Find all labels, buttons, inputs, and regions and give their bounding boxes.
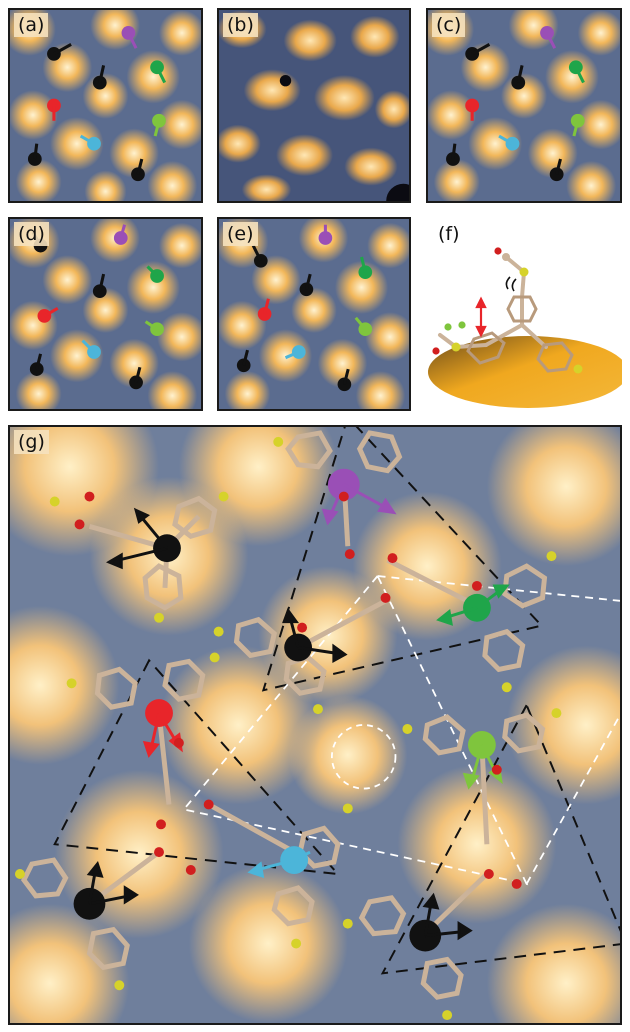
panel-label-f: (f): [438, 223, 460, 245]
panel-label-b: (b): [223, 13, 258, 37]
molecule-model-icon: [66, 652, 220, 805]
panel-label-e: (e): [223, 222, 258, 246]
panel-label-g: (g): [14, 430, 49, 454]
rotor-arrow-icon: [446, 26, 585, 182]
rotation-arrow-icon: [505, 276, 517, 292]
vacancy-circle: [330, 724, 397, 790]
molecule-model-icon: [49, 491, 229, 623]
molecule-model-icon: [273, 430, 403, 560]
stm-panel-e: (e): [217, 217, 411, 411]
stm-panel-d: (d): [8, 217, 203, 411]
stm-image-a: [10, 10, 201, 201]
rotor-arrow-icon: [236, 224, 373, 392]
lattice-triangle-white: [182, 574, 620, 886]
stm-image-c: [428, 10, 620, 201]
molecule-model-icon: [386, 551, 557, 693]
panel-label-a: (a): [14, 13, 49, 37]
molecule-model-icon: [342, 869, 522, 1021]
molecule-model-icon: [213, 592, 391, 715]
tilt-arrow-icon: [475, 296, 487, 338]
lattice-triangle-icon: [53, 427, 620, 975]
stm-panel-g: (g): [8, 425, 622, 1025]
molecule-model-icon: [14, 847, 196, 991]
molecule-model-panel-f: (f): [426, 217, 628, 411]
stm-panel-b: (b): [217, 8, 411, 203]
substrate-disc: [428, 336, 628, 408]
stm-image-g: [10, 427, 620, 1023]
molecule-model-icon: [402, 708, 562, 845]
stm-image-d: [10, 219, 201, 409]
stm-image-b: [219, 10, 409, 201]
stm-panel-c: (c): [426, 8, 622, 203]
panel-label-c: (c): [432, 13, 466, 37]
stm-image-e: [219, 219, 409, 409]
molecule-model-icon: [428, 247, 628, 408]
stm-panel-a: (a): [8, 8, 203, 203]
panel-label-d: (d): [14, 222, 49, 246]
molecule-model-icon: [156, 799, 353, 949]
rotor-arrow-icon: [27, 26, 167, 182]
